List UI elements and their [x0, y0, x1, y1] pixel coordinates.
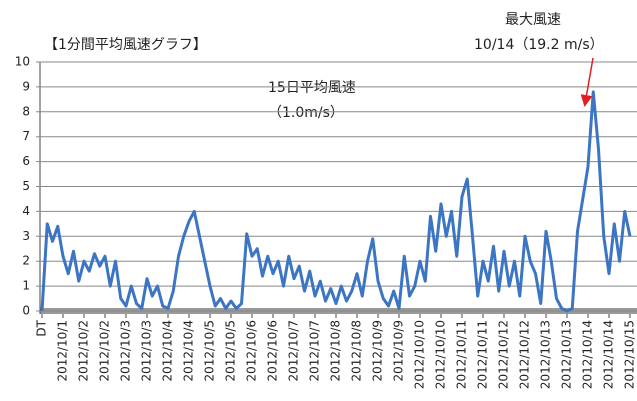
- y-tick-label: 10: [15, 55, 30, 69]
- x-tick-label: 2012/10/5: [203, 320, 217, 382]
- x-tick-label: 2012/10/7: [308, 320, 322, 382]
- annotation: 最大風速: [505, 12, 561, 28]
- x-tick-label: 2012/10/9: [371, 320, 385, 382]
- x-tick-label: 2012/10/2: [98, 320, 112, 382]
- x-tick-label: 2012/10/11: [455, 320, 469, 389]
- x-tick-label: 2012/10/1: [56, 320, 70, 382]
- x-tick-label: 2012/10/4: [182, 320, 196, 382]
- x-tick-label: 2012/10/10: [434, 320, 448, 389]
- x-tick-label: DT: [35, 319, 49, 336]
- y-tick-label: 6: [22, 154, 30, 168]
- x-tick-label: 2012/10/9: [392, 320, 406, 382]
- x-tick-label: 2012/10/7: [287, 320, 301, 382]
- y-tick-label: 5: [22, 179, 30, 193]
- x-tick-label: 2012/10/12: [497, 320, 511, 389]
- annotation: （1.0m/s）: [268, 105, 344, 121]
- chart-title: 【1分間平均風速グラフ】: [44, 37, 207, 53]
- annotation-arrow: [580, 57, 594, 107]
- x-tick-label: 2012/10/10: [413, 320, 427, 389]
- x-tick-label: 2012/10/11: [476, 320, 490, 389]
- x-tick-label: 2012/10/6: [245, 320, 259, 382]
- x-tick-label: 2012/10/4: [161, 320, 175, 382]
- x-tick-label: 2012/10/2: [77, 320, 91, 382]
- x-tick-label: 2012/10/8: [350, 320, 364, 382]
- x-tick-label: 2012/10/3: [140, 320, 154, 382]
- y-tick-label: 3: [22, 229, 30, 243]
- y-tick-label: 1: [22, 279, 30, 293]
- y-tick-label: 2: [22, 254, 30, 268]
- annotation: 15日平均風速: [268, 80, 356, 96]
- y-tick-label: 9: [22, 79, 30, 93]
- x-tick-label: 2012/10/5: [224, 320, 238, 382]
- y-tick-label: 7: [22, 129, 30, 143]
- annotation: 10/14（19.2 m/s）: [474, 37, 604, 53]
- y-tick-label: 0: [22, 304, 30, 318]
- x-tick-label: 2012/10/6: [266, 320, 280, 382]
- y-tick-label: 4: [22, 204, 30, 218]
- x-tick-label: 2012/10/13: [539, 320, 553, 389]
- x-tick-label: 2012/10/15: [623, 320, 637, 389]
- x-tick-label: 2012/10/12: [518, 320, 532, 389]
- x-tick-label: 2012/10/3: [119, 320, 133, 382]
- wind-line: [40, 90, 632, 313]
- y-tick-label: 8: [22, 104, 30, 118]
- x-tick-label: 2012/10/8: [329, 320, 343, 382]
- x-tick-label: 2012/10/13: [560, 320, 574, 389]
- x-tick-label: 2012/10/14: [602, 320, 616, 389]
- x-tick-label: 2012/10/14: [581, 320, 595, 389]
